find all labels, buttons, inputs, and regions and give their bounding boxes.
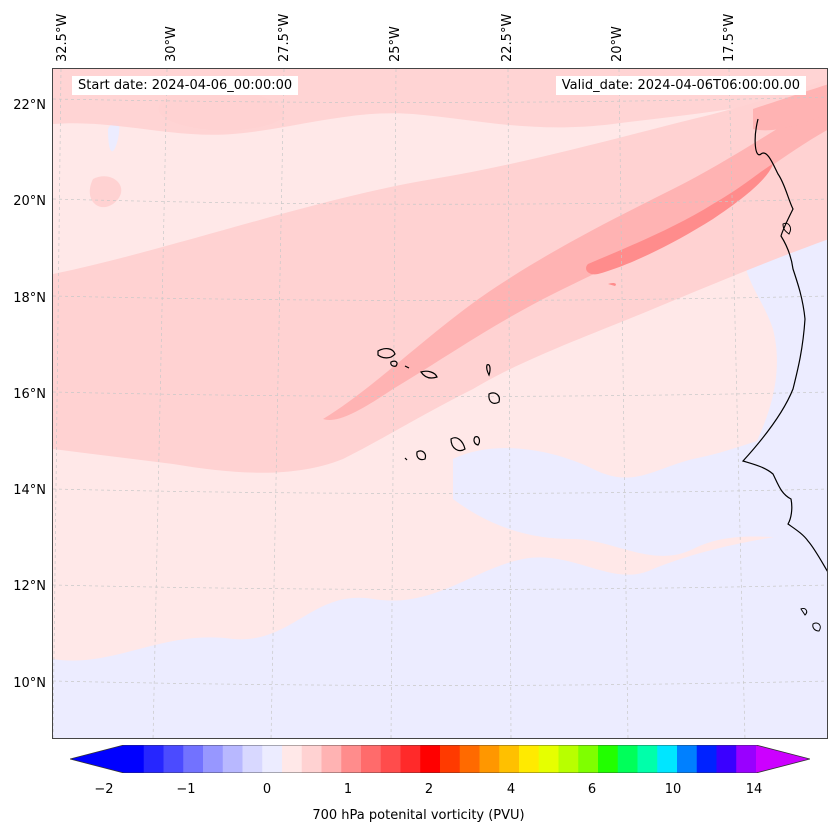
colorbar-segment xyxy=(203,745,224,773)
lat-label-18n: 18°N xyxy=(13,291,46,306)
pv-high-band xyxy=(323,84,827,420)
colorbar-segment xyxy=(400,745,421,773)
colorbar-segment xyxy=(420,745,441,773)
colorbar-segment xyxy=(696,745,717,773)
lat-label-14n: 14°N xyxy=(13,483,46,498)
colorbar-segment xyxy=(598,745,619,773)
colorbar-tick-label: 2 xyxy=(424,782,434,797)
colorbar-segment xyxy=(519,745,540,773)
colorbar-segment xyxy=(617,745,638,773)
colorbar-tick-label: −1 xyxy=(176,782,196,797)
lat-label-12n: 12°N xyxy=(13,579,46,594)
colorbar-svg xyxy=(68,744,812,774)
colorbar-tick-label: 14 xyxy=(745,782,763,797)
pv-field-map xyxy=(53,69,827,738)
colorbar-segment xyxy=(736,745,757,773)
pv-max-streak xyxy=(586,164,773,286)
colorbar-tick-label: 6 xyxy=(587,782,597,797)
colorbar-segment xyxy=(459,745,480,773)
colorbar-segment xyxy=(499,745,520,773)
lat-label-16n: 16°N xyxy=(13,387,46,402)
colorbar-tick-label: 1 xyxy=(343,782,353,797)
graticule xyxy=(53,69,827,738)
lon-label-17-5w: 17.5°W xyxy=(722,13,737,62)
map-panel xyxy=(52,68,828,739)
colorbar-segment xyxy=(282,745,303,773)
colorbar-segment xyxy=(341,745,362,773)
lat-label-10n: 10°N xyxy=(13,676,46,691)
colorbar-segment xyxy=(440,745,461,773)
colorbar-segment xyxy=(124,745,145,773)
lon-label-20w: 20°W xyxy=(610,26,625,62)
colorbar-tick-label: 10 xyxy=(664,782,682,797)
lon-label-22-5w: 22.5°W xyxy=(500,13,515,62)
colorbar-tick-label: −2 xyxy=(94,782,114,797)
colorbar-segment xyxy=(321,745,342,773)
colorbar-tick-label: 0 xyxy=(262,782,272,797)
colorbar-segment xyxy=(677,745,698,773)
colorbar-segment xyxy=(578,745,599,773)
lat-label-20n: 20°N xyxy=(13,194,46,209)
colorbar-segment xyxy=(361,745,382,773)
colorbar-segment xyxy=(143,745,164,773)
colorbar-extend-under xyxy=(70,745,124,773)
colorbar-segment xyxy=(222,745,243,773)
colorbar-title: 700 hPa potenital vorticity (PVU) xyxy=(312,808,525,823)
pv-low-patches xyxy=(53,120,827,738)
colorbar-segment xyxy=(163,745,184,773)
colorbar-segment xyxy=(558,745,579,773)
lat-label-22n: 22°N xyxy=(13,98,46,113)
colorbar-segment xyxy=(479,745,500,773)
lon-label-27-5w: 27.5°W xyxy=(277,13,292,62)
colorbar-segment xyxy=(657,745,678,773)
colorbar-segment xyxy=(262,745,283,773)
colorbar-segment xyxy=(637,745,658,773)
colorbar-segment xyxy=(380,745,401,773)
colorbar-segment xyxy=(183,745,204,773)
coastal-islands xyxy=(782,222,821,632)
colorbar-segment xyxy=(538,745,559,773)
start-date-label: Start date: 2024-04-06_00:00:00 xyxy=(72,76,299,95)
colorbar-segment xyxy=(716,745,737,773)
colorbar-tick-label: 4 xyxy=(506,782,516,797)
african-coastline xyxy=(741,118,827,572)
lon-label-32-5w: 32.5°W xyxy=(55,13,70,62)
colorbar xyxy=(68,744,812,774)
valid-date-label: Valid_date: 2024-04-06T06:00:00.00 xyxy=(555,76,806,95)
colorbar-segment xyxy=(242,745,263,773)
colorbar-extend-over xyxy=(756,745,810,773)
colorbar-segment xyxy=(301,745,322,773)
lon-label-25w: 25°W xyxy=(388,26,403,62)
cape-verde-islands xyxy=(377,348,500,461)
lon-label-30w: 30°W xyxy=(164,26,179,62)
